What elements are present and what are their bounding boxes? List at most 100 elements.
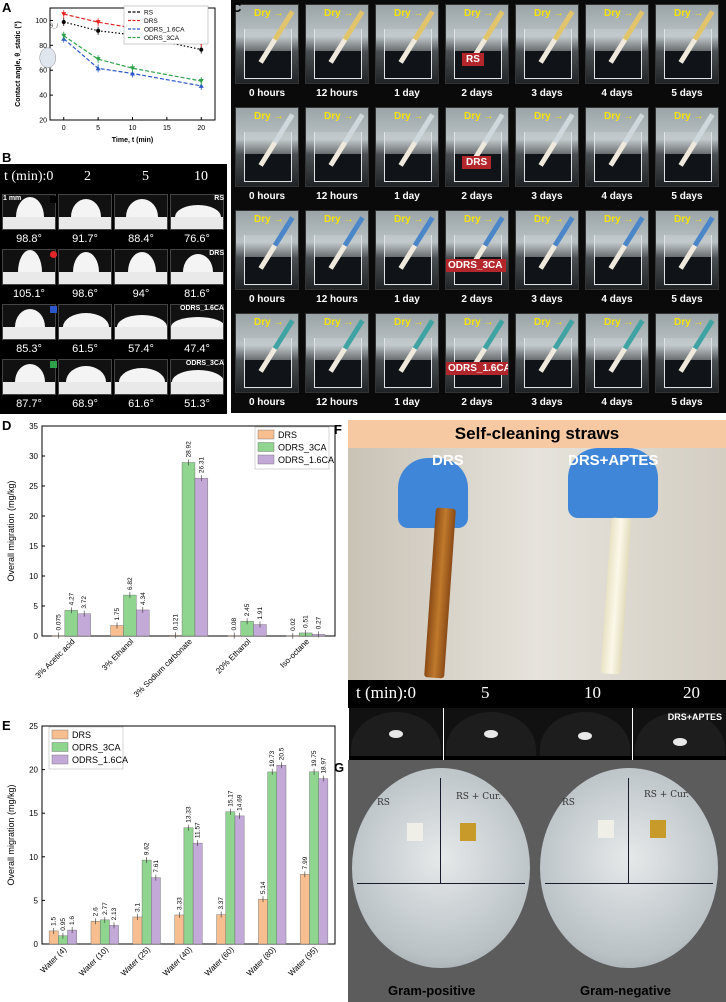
category-label: Water (95)	[287, 945, 320, 978]
time-label: 4 days	[601, 191, 633, 202]
data-label: 7.99	[302, 856, 309, 869]
row-sample-tag: ODRS_1.6CA	[180, 305, 224, 312]
y-tick-label: 30	[29, 452, 38, 461]
right-straw-clean	[600, 517, 632, 675]
category-label: Water (80)	[245, 945, 278, 978]
data-point	[96, 28, 101, 33]
bar-ODRS_1.6CA	[192, 842, 203, 945]
dry-label: Dry →	[394, 214, 424, 225]
time-label: 12 hours	[316, 294, 358, 305]
series-line-ODRS_1.6CA	[63, 38, 202, 87]
dry-label: Dry →	[604, 8, 634, 19]
data-point	[61, 33, 67, 39]
time-label: 2 days	[461, 88, 493, 99]
time-label: 12 hours	[316, 88, 358, 99]
data-label: 1.91	[257, 607, 264, 620]
dry-label: Dry →	[674, 214, 704, 225]
droplet	[117, 315, 167, 327]
sample-tag: ODRS_1.6CA	[446, 362, 508, 375]
legend-label: ODRS_3CA	[144, 35, 180, 42]
bar-ODRS_3CA	[99, 919, 110, 945]
droplet	[71, 199, 101, 217]
bar-DRS	[132, 916, 143, 945]
beaker-photo: Dry →	[375, 107, 439, 187]
data-label: 11.57	[195, 822, 202, 838]
contact-angle-value: 94°	[114, 285, 168, 303]
data-label: 6.82	[127, 577, 134, 590]
chart-d-overall-migration: 0 5 10 15 20 25 30 35 Overall migration (mg/kg) 0…	[6, 422, 336, 699]
beaker-photo: Dry →	[655, 313, 719, 393]
substrate	[115, 327, 167, 339]
legend-label: ODRS_3CA	[278, 443, 327, 453]
category-label: Water (25)	[119, 945, 152, 978]
beaker-photo: Dry →	[655, 107, 719, 187]
data-label: 18.97	[320, 757, 327, 774]
data-label: 3.72	[81, 596, 88, 609]
droplet-image	[538, 708, 632, 756]
contact-angle-value: 91.7°	[58, 230, 112, 248]
contact-angle-value: 85.3°	[2, 340, 56, 358]
data-label: 0.121	[173, 614, 180, 631]
dry-label: Dry →	[534, 8, 564, 19]
time-label: 4 days	[601, 88, 633, 99]
beaker-photo: Dry →	[515, 210, 579, 290]
y-tick-label: 20	[39, 118, 47, 125]
plate-line	[440, 778, 441, 883]
y-tick-label: 10	[29, 572, 38, 581]
panel-label-a: A	[2, 0, 12, 15]
contact-angle-value: 87.7°	[2, 395, 56, 413]
droplet-image	[114, 194, 168, 230]
dry-label: Dry →	[534, 214, 564, 225]
bar-ODRS_3CA	[64, 610, 78, 637]
droplet	[16, 197, 44, 217]
panel-f-title: Self-cleaning straws	[348, 420, 726, 448]
droplet-image	[2, 304, 56, 340]
beaker-photo: Dry →	[235, 4, 299, 84]
time-label: 1 day	[394, 191, 420, 202]
time-label: 2 days	[461, 191, 493, 202]
data-point	[61, 19, 66, 24]
droplet	[63, 313, 109, 327]
b-time-3: 10	[194, 169, 208, 184]
data-label: 2.45	[244, 603, 251, 616]
y-tick-label: 100	[35, 18, 47, 25]
control-square	[407, 823, 423, 841]
data-label: 3.1	[134, 903, 141, 912]
bar-ODRS_1.6CA	[136, 609, 150, 637]
y-tick-label: 20	[29, 512, 38, 521]
y-tick-label: 40	[39, 93, 47, 100]
time-label: 1 day	[394, 88, 420, 99]
bar-ODRS_1.6CA	[234, 815, 245, 945]
f-time-3: 20	[683, 683, 700, 702]
dry-label: Dry →	[254, 317, 284, 328]
panel-f-self-cleaning: Self-cleaning straws DRS DRS+APTES t (mi…	[348, 420, 726, 776]
category-label: 20% Ethanol	[214, 637, 253, 676]
panel-b-droplet-grid: t (min):0 2 5 10 98.8° 91.7° 88.4° 76.6° RS 1…	[0, 164, 227, 414]
beaker-photo: Dry →	[585, 210, 649, 290]
droplet-image	[443, 708, 538, 756]
dry-label: Dry →	[604, 111, 634, 122]
beaker-photo: Dry → RS	[445, 4, 509, 84]
contact-angle-value: 88.4°	[114, 230, 168, 248]
data-point	[95, 57, 101, 62]
legend-swatch	[51, 742, 69, 752]
droplet	[183, 254, 213, 272]
time-label: 3 days	[531, 191, 563, 202]
data-label: 13.33	[186, 806, 193, 823]
plate-line	[357, 883, 525, 884]
contact-angle-value: 81.6°	[170, 285, 224, 303]
time-label: 0 hours	[248, 191, 286, 202]
data-label: 3.33	[176, 897, 183, 910]
y-axis-label: Overall migration (mg/kg)	[6, 480, 16, 581]
droplet	[172, 370, 223, 382]
data-label: 28.92	[186, 441, 193, 458]
time-label: 5 days	[671, 88, 703, 99]
panel-g-agar-plates: RS RS + Cur. RS RS + Cur. Gram-positive …	[348, 760, 726, 1002]
bar-ODRS_1.6CA	[276, 765, 287, 945]
time-label: 3 days	[531, 294, 563, 305]
y-tick-label: 25	[29, 482, 38, 491]
contact-angle-value: 57.4°	[114, 340, 168, 358]
panel-label-c: C	[232, 0, 242, 15]
droplet-highlight	[389, 730, 403, 738]
y-tick-label: 25	[29, 722, 38, 731]
